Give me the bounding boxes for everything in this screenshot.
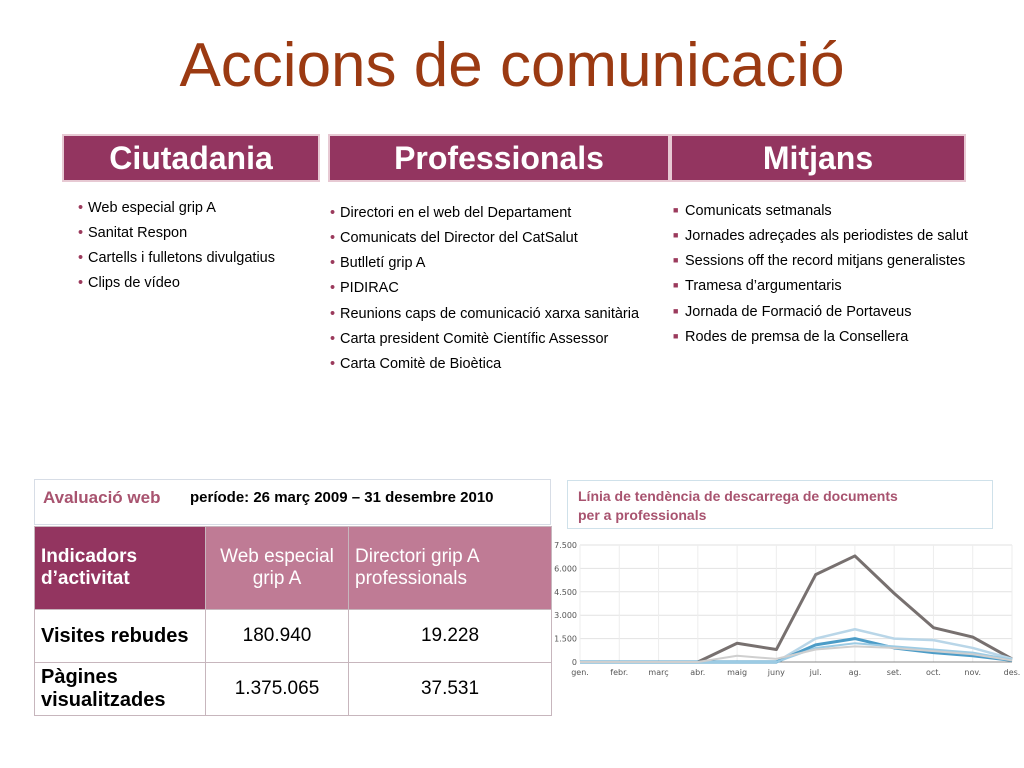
square-bullet-icon: ■ [673,255,679,266]
series-line-2 [580,627,1013,664]
trend-header: Línia de tendència de descarrega de docu… [567,480,993,529]
x-tick-label: set. [887,668,902,677]
series-line-5 [580,645,1013,663]
y-tick-label: 3.000 [554,611,577,620]
x-tick-label: febr. [610,668,628,677]
x-tick-label: abr. [690,668,705,677]
list-item: • Butlletí grip A [330,255,426,272]
column-heading-mitjans: Mitjans [672,136,964,180]
table-cell: 37.531 [348,662,552,716]
table-cell: 180.940 [205,609,349,663]
x-tick-label: nov. [964,668,981,677]
list-item: • Clips de vídeo [78,275,180,292]
bullet-icon: • [330,255,336,272]
y-tick-label: 6.000 [554,564,577,573]
bullet-icon: • [78,225,84,242]
bullet-icon: • [330,355,336,372]
trend-title: Línia de tendència de descarrega de docu… [578,488,898,523]
list-item: ■ Jornada de Formació de Portaveus [673,303,912,320]
list-item: • Web especial grip A [78,200,216,216]
table-header-cell: Web especial grip A [205,526,349,610]
table-row: Visites rebudes 180.940 19.228 [34,609,552,663]
ciutadania-list: • Web especial grip A • Sanitat Respon • Ca… [78,199,318,300]
y-tick-label: 1.500 [554,635,577,644]
table-row: Pàgines visualitzades 1.375.065 37.531 [34,662,552,716]
list-item: ■ Sessions off the record mitjans general… [673,253,966,270]
x-tick-label: juny [767,668,785,677]
list-item: • PIDIRAC [330,280,399,297]
x-tick-label: oct. [926,668,941,677]
square-bullet-icon: ■ [673,205,679,215]
evaluation-header: Avaluació web període: 26 març 2009 – 31… [34,479,551,525]
bullet-icon: • [330,305,336,322]
page-title: Accions de comunicació [179,31,845,100]
table-header-cell: Indicadors d’activitat [34,526,206,610]
bullet-icon: • [330,280,336,297]
list-item: • Sanitat Respon [78,225,188,242]
y-tick-label: 4.500 [554,588,577,597]
square-bullet-icon: ■ [673,230,679,241]
list-item: • Carta president Comitè Científic Assess… [330,330,609,347]
list-item: ■ Jornades adreçades als periodistes de s… [673,228,968,245]
table-header-cell: Directori grip A professionals [348,526,552,610]
square-bullet-icon: ■ [673,280,679,291]
x-tick-label: gen. [571,668,589,677]
column-heading-professionals: Professionals [330,136,668,180]
x-tick-label: maig [727,668,747,677]
y-tick-label: 0 [572,658,577,667]
indicators-table: Indicadors d’activitat Web especial grip… [34,526,552,716]
x-tick-label: ag. [849,668,862,677]
row-label: Visites rebudes [34,609,206,663]
list-item: • Carta Comitè de Bioètica [330,355,502,372]
bullet-icon: • [330,205,336,221]
bullet-icon: • [78,250,84,267]
bullet-icon: • [330,230,336,247]
evaluation-period: període: 26 març 2009 – 31 desembre 2010 [190,489,494,506]
bullet-icon: • [330,330,336,347]
professionals-list: • Directori en el web del Departament • Co… [330,204,665,380]
x-tick-label: març [648,668,668,677]
y-tick-label: 7.500 [554,541,577,550]
bullet-icon: • [78,275,84,292]
trend-line-chart: 0 1.500 3.000 4.500 6.000 7.500 gen. febr. març a… [554,541,1020,677]
list-item: ■ Rodes de premsa de la Consellera [673,328,909,345]
x-tick-label: des. [1004,668,1020,677]
table-cell: 19.228 [348,609,552,663]
mitjans-list: ■ Comunicats setmanals ■ Jornades adreçad… [673,202,983,353]
list-item: • Reunions caps de comunicació xarxa sani… [330,305,640,322]
x-tick-label: jul. [809,668,822,677]
list-item: • Directori en el web del Departament [330,205,572,221]
list-item: • Comunicats del Director del CatSalut [330,230,578,247]
bullet-icon: • [78,200,84,216]
list-item: • Cartells i fulletons divulgatius [78,250,275,267]
square-bullet-icon: ■ [673,305,679,316]
square-bullet-icon: ■ [673,330,679,341]
table-cell: 1.375.065 [205,662,349,716]
list-item: ■ Comunicats setmanals [673,203,832,219]
list-item: ■ Tramesa d’argumentaris [673,278,842,295]
column-heading-ciutadania: Ciutadania [64,136,318,180]
series-line-1 [580,554,1013,664]
row-label: Pàgines visualitzades [34,662,206,716]
table-header-row: Indicadors d’activitat Web especial grip… [34,526,552,610]
evaluation-label: Avaluació web [43,488,161,507]
